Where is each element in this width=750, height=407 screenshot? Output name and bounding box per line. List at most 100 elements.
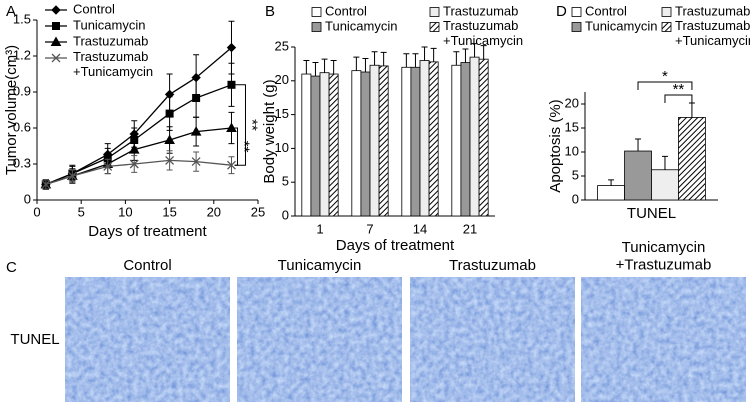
y-tick-label: 0.6 [13,119,31,134]
x-tick-label: 21 [463,221,477,236]
legend-label: Trastuzumab +Tunicamycin [675,18,750,48]
error-bar [661,155,668,170]
column-label: Tunicamycin +Trastuzumab [616,239,712,273]
significance-label: * [662,68,668,85]
column-label: Trastuzumab [449,257,536,274]
point [165,109,174,118]
bar [401,66,412,217]
point [164,134,175,144]
y-axis-label: Body weight (g) [261,79,278,183]
bar [360,71,371,217]
bar [469,56,480,217]
y-tick-label: 25 [275,38,289,53]
bar [419,60,430,217]
error-bar [371,51,378,66]
x-tick-label: 7 [366,221,373,236]
x-axis-label: Days of treatment [336,237,455,254]
y-tick-label: 15 [275,106,289,121]
legend-swatch [311,7,322,17]
legend-label: Control [585,3,627,18]
error-bar [421,46,428,61]
row-label: TUNEL [10,331,59,348]
panel-label: B [265,3,275,20]
y-tick-label: 5 [282,174,289,189]
panel-label: D [556,3,567,20]
microscopy-texture [65,277,230,402]
error-bar [688,102,695,118]
microscopy-texture [237,277,402,402]
series-line [45,84,232,186]
error-bar [480,45,487,60]
point [41,179,51,189]
point [227,160,236,170]
error-bar [330,60,337,75]
legend-swatch [429,22,440,32]
x-tick-label: 15 [162,204,176,219]
point [51,5,61,15]
panel-label: C [6,259,17,276]
microscopy-texture [410,277,575,402]
bar [478,58,489,217]
x-tick-label: 20 [207,204,221,219]
bar [369,64,380,217]
bar [460,62,471,217]
point [227,80,236,89]
error-bar [312,62,319,77]
bar [678,117,706,201]
error-bar [362,57,369,73]
x-tick-label: 25 [251,204,265,219]
error-bar [608,179,615,186]
error-bar [430,47,437,62]
error-bar [353,56,360,71]
x-tick-label: 0 [33,204,40,219]
legend-label: Control [73,1,115,16]
y-tick-label: 15 [565,119,579,134]
legend-swatch [311,22,322,32]
error-bar [303,60,310,75]
error-bar [635,138,642,152]
x-tick-label: 10 [118,204,132,219]
y-tick-label: 20 [275,72,289,87]
legend-label: Trastuzumab [73,33,148,48]
point [51,53,61,63]
point [103,161,113,171]
point [192,94,201,102]
significance-bracket [664,94,693,103]
microscopy-texture [581,277,746,402]
legend-swatch [429,7,440,17]
panel-label: A [6,3,16,20]
error-bar [380,51,387,66]
point [226,42,237,53]
y-tick-label: 0 [24,191,31,206]
error-bar [412,53,419,68]
y-tick-label: 1.5 [13,11,31,26]
point [128,144,140,154]
bar [301,73,312,217]
x-tick-label: 5 [78,204,85,219]
significance-label: ** [673,81,685,98]
y-tick-label: 10 [565,143,579,158]
y-tick-label: 20 [565,95,579,110]
significance-bracket [637,81,693,90]
error-bar [403,53,410,68]
point [226,122,237,132]
point [52,22,60,30]
legend-swatch [571,22,582,32]
legend-swatch [571,7,582,17]
significance-label: ** [244,119,261,131]
legend-label: Trastuzumab [675,3,750,18]
bar [410,66,421,217]
error-bar [471,43,478,58]
bar [328,73,339,217]
significance-bracket [234,127,238,166]
column-label: Control [123,257,171,274]
bar [310,75,321,217]
legend-label: Control [325,3,367,18]
point [129,159,139,169]
point [191,157,201,167]
error-bar [462,48,469,63]
y-tick-label: 1.2 [13,47,31,62]
bar [428,61,439,217]
y-tick-label: 10 [275,140,289,155]
